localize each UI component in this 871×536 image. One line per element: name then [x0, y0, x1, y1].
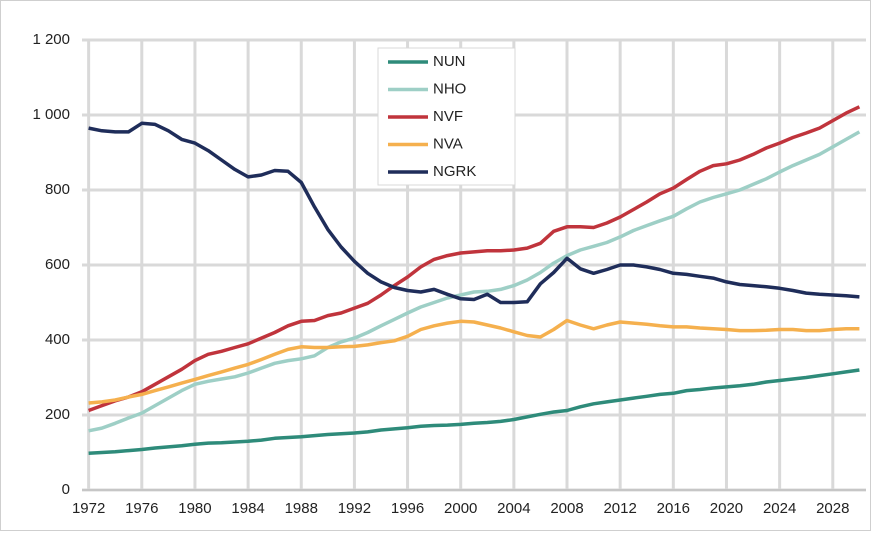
y-tick-label: 400 [45, 331, 70, 348]
legend: NUN NHO NVF NVA NGRK [377, 47, 516, 186]
legend-label: NHO [433, 80, 466, 97]
x-tick-label: 1988 [285, 500, 318, 517]
series-line [88, 121, 860, 305]
labels: 0 200 400 600 800 1 000 1 200 1972 1976 1980 1984 1… [32, 31, 849, 517]
series-line [88, 368, 860, 456]
legend-label: NVA [433, 135, 463, 152]
x-tick-label: 1980 [178, 500, 211, 517]
x-tick-label: 2000 [444, 500, 477, 517]
x-tick-label: 2020 [710, 500, 743, 517]
x-tick-label: 2024 [763, 500, 796, 517]
x-tick-label: 1972 [72, 500, 105, 517]
x-tick-label: 1996 [391, 500, 424, 517]
y-tick-label: 200 [45, 406, 70, 423]
x-tick-label: 1992 [338, 500, 371, 517]
x-tick-label: 2028 [816, 500, 849, 517]
x-tick-label: 1984 [231, 500, 264, 517]
x-tick-label: 2012 [603, 500, 636, 517]
y-tick-label: 800 [45, 181, 70, 198]
y-tick-label: 1 000 [32, 106, 70, 123]
legend-label: NGRK [433, 163, 476, 180]
legend-label: NVF [433, 108, 463, 125]
y-tick-label: 1 200 [32, 31, 70, 48]
x-tick-label: 2004 [497, 500, 530, 517]
x-tick-label: 2016 [657, 500, 690, 517]
x-tick-label: 1976 [125, 500, 158, 517]
series-line [87, 105, 861, 413]
series-line [88, 318, 860, 405]
y-tick-label: 600 [45, 256, 70, 273]
y-tick-label: 0 [62, 481, 70, 498]
x-tick-label: 2008 [550, 500, 583, 517]
series-line [88, 130, 861, 433]
lines [87, 105, 861, 456]
legend-label: NUN [433, 53, 466, 70]
